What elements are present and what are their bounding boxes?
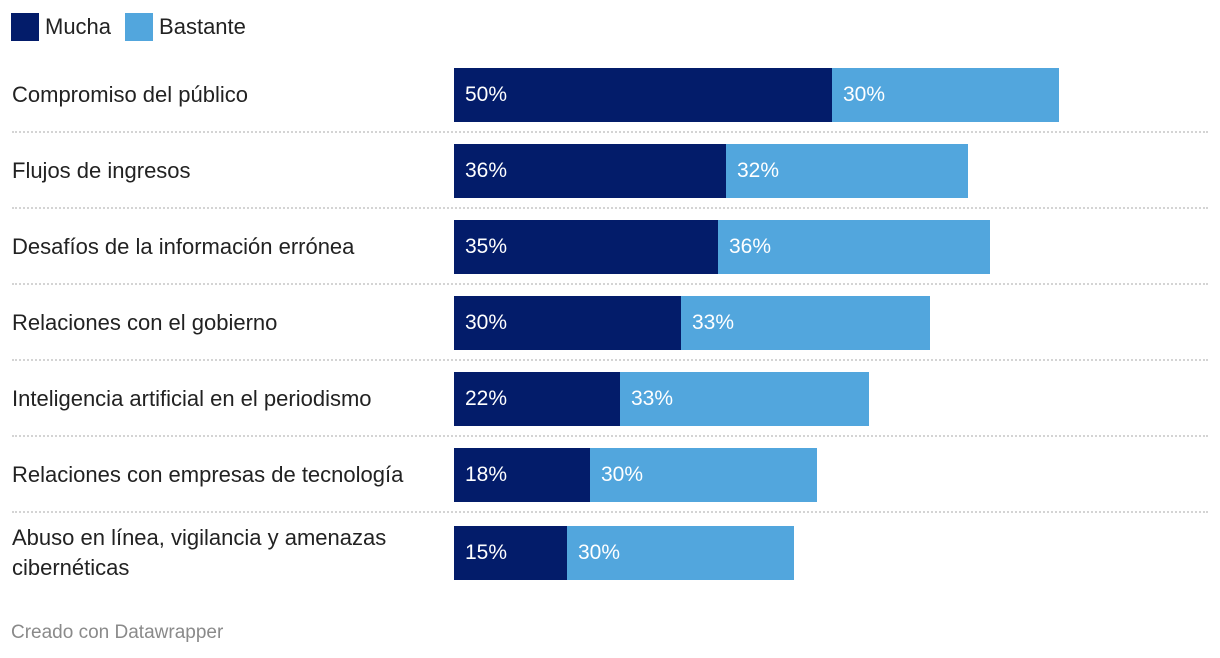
- bar-mucha[interactable]: 18%: [454, 448, 590, 502]
- category-label: Compromiso del público: [12, 82, 248, 107]
- data-label-mucha: 18%: [465, 463, 508, 486]
- category-label: Relaciones con empresas de tecnología: [12, 462, 404, 487]
- bar-mucha[interactable]: 35%: [454, 220, 718, 274]
- data-label-mucha: 30%: [465, 311, 508, 334]
- data-label-bastante: 33%: [631, 387, 674, 410]
- bar-mucha[interactable]: 36%: [454, 144, 726, 198]
- data-label-mucha: 35%: [465, 235, 508, 258]
- data-label-mucha: 50%: [465, 83, 508, 106]
- data-label-bastante: 32%: [737, 159, 780, 182]
- category-label: Relaciones con el gobierno: [12, 310, 278, 335]
- bar-mucha[interactable]: 50%: [454, 68, 832, 122]
- row-separator: [12, 207, 1208, 209]
- data-label-bastante: 33%: [692, 311, 735, 334]
- data-label-bastante: 30%: [843, 83, 886, 106]
- data-label-mucha: 22%: [465, 387, 508, 410]
- credit-text[interactable]: Creado con Datawrapper: [11, 622, 224, 643]
- data-label-mucha: 15%: [465, 541, 508, 564]
- legend-swatch-bastante: [125, 13, 154, 41]
- data-label-mucha: 36%: [465, 159, 508, 182]
- bar-bastante[interactable]: 30%: [590, 448, 817, 502]
- category-label: Inteligencia artificial en el periodismo: [12, 386, 372, 411]
- row-separator: [12, 359, 1208, 361]
- bar-bastante[interactable]: 30%: [832, 68, 1059, 122]
- category-label: Abuso en línea, vigilancia y amenazas ci…: [12, 525, 387, 580]
- row-separator: [12, 131, 1208, 133]
- legend-item-mucha: Mucha: [11, 13, 111, 41]
- bar-mucha[interactable]: 30%: [454, 296, 681, 350]
- data-label-bastante: 36%: [729, 235, 772, 258]
- bar-bastante[interactable]: 36%: [718, 220, 990, 274]
- data-label-bastante: 30%: [601, 463, 644, 486]
- bar-mucha[interactable]: 22%: [454, 372, 620, 426]
- legend-label-mucha: Mucha: [45, 14, 112, 39]
- legend-label-bastante: Bastante: [159, 14, 246, 39]
- legend-item-bastante: Bastante: [125, 13, 246, 41]
- legend-swatch-mucha: [11, 13, 39, 41]
- row-separator: [12, 435, 1208, 437]
- data-label-bastante: 30%: [578, 541, 621, 564]
- row-separator: [12, 511, 1208, 513]
- category-label: Flujos de ingresos: [12, 158, 191, 183]
- legend: Mucha Bastante: [11, 12, 260, 42]
- row-separator: [12, 283, 1208, 285]
- bar-bastante[interactable]: 32%: [726, 144, 968, 198]
- category-label: Desafíos de la información errónea: [12, 234, 355, 259]
- bar-bastante[interactable]: 33%: [620, 372, 869, 426]
- bar-mucha[interactable]: 15%: [454, 526, 567, 580]
- bar-bastante[interactable]: 33%: [681, 296, 930, 350]
- bar-chart: Compromiso del público 50% 30% Flujos de in…: [12, 68, 1208, 580]
- bar-bastante[interactable]: 30%: [567, 526, 794, 580]
